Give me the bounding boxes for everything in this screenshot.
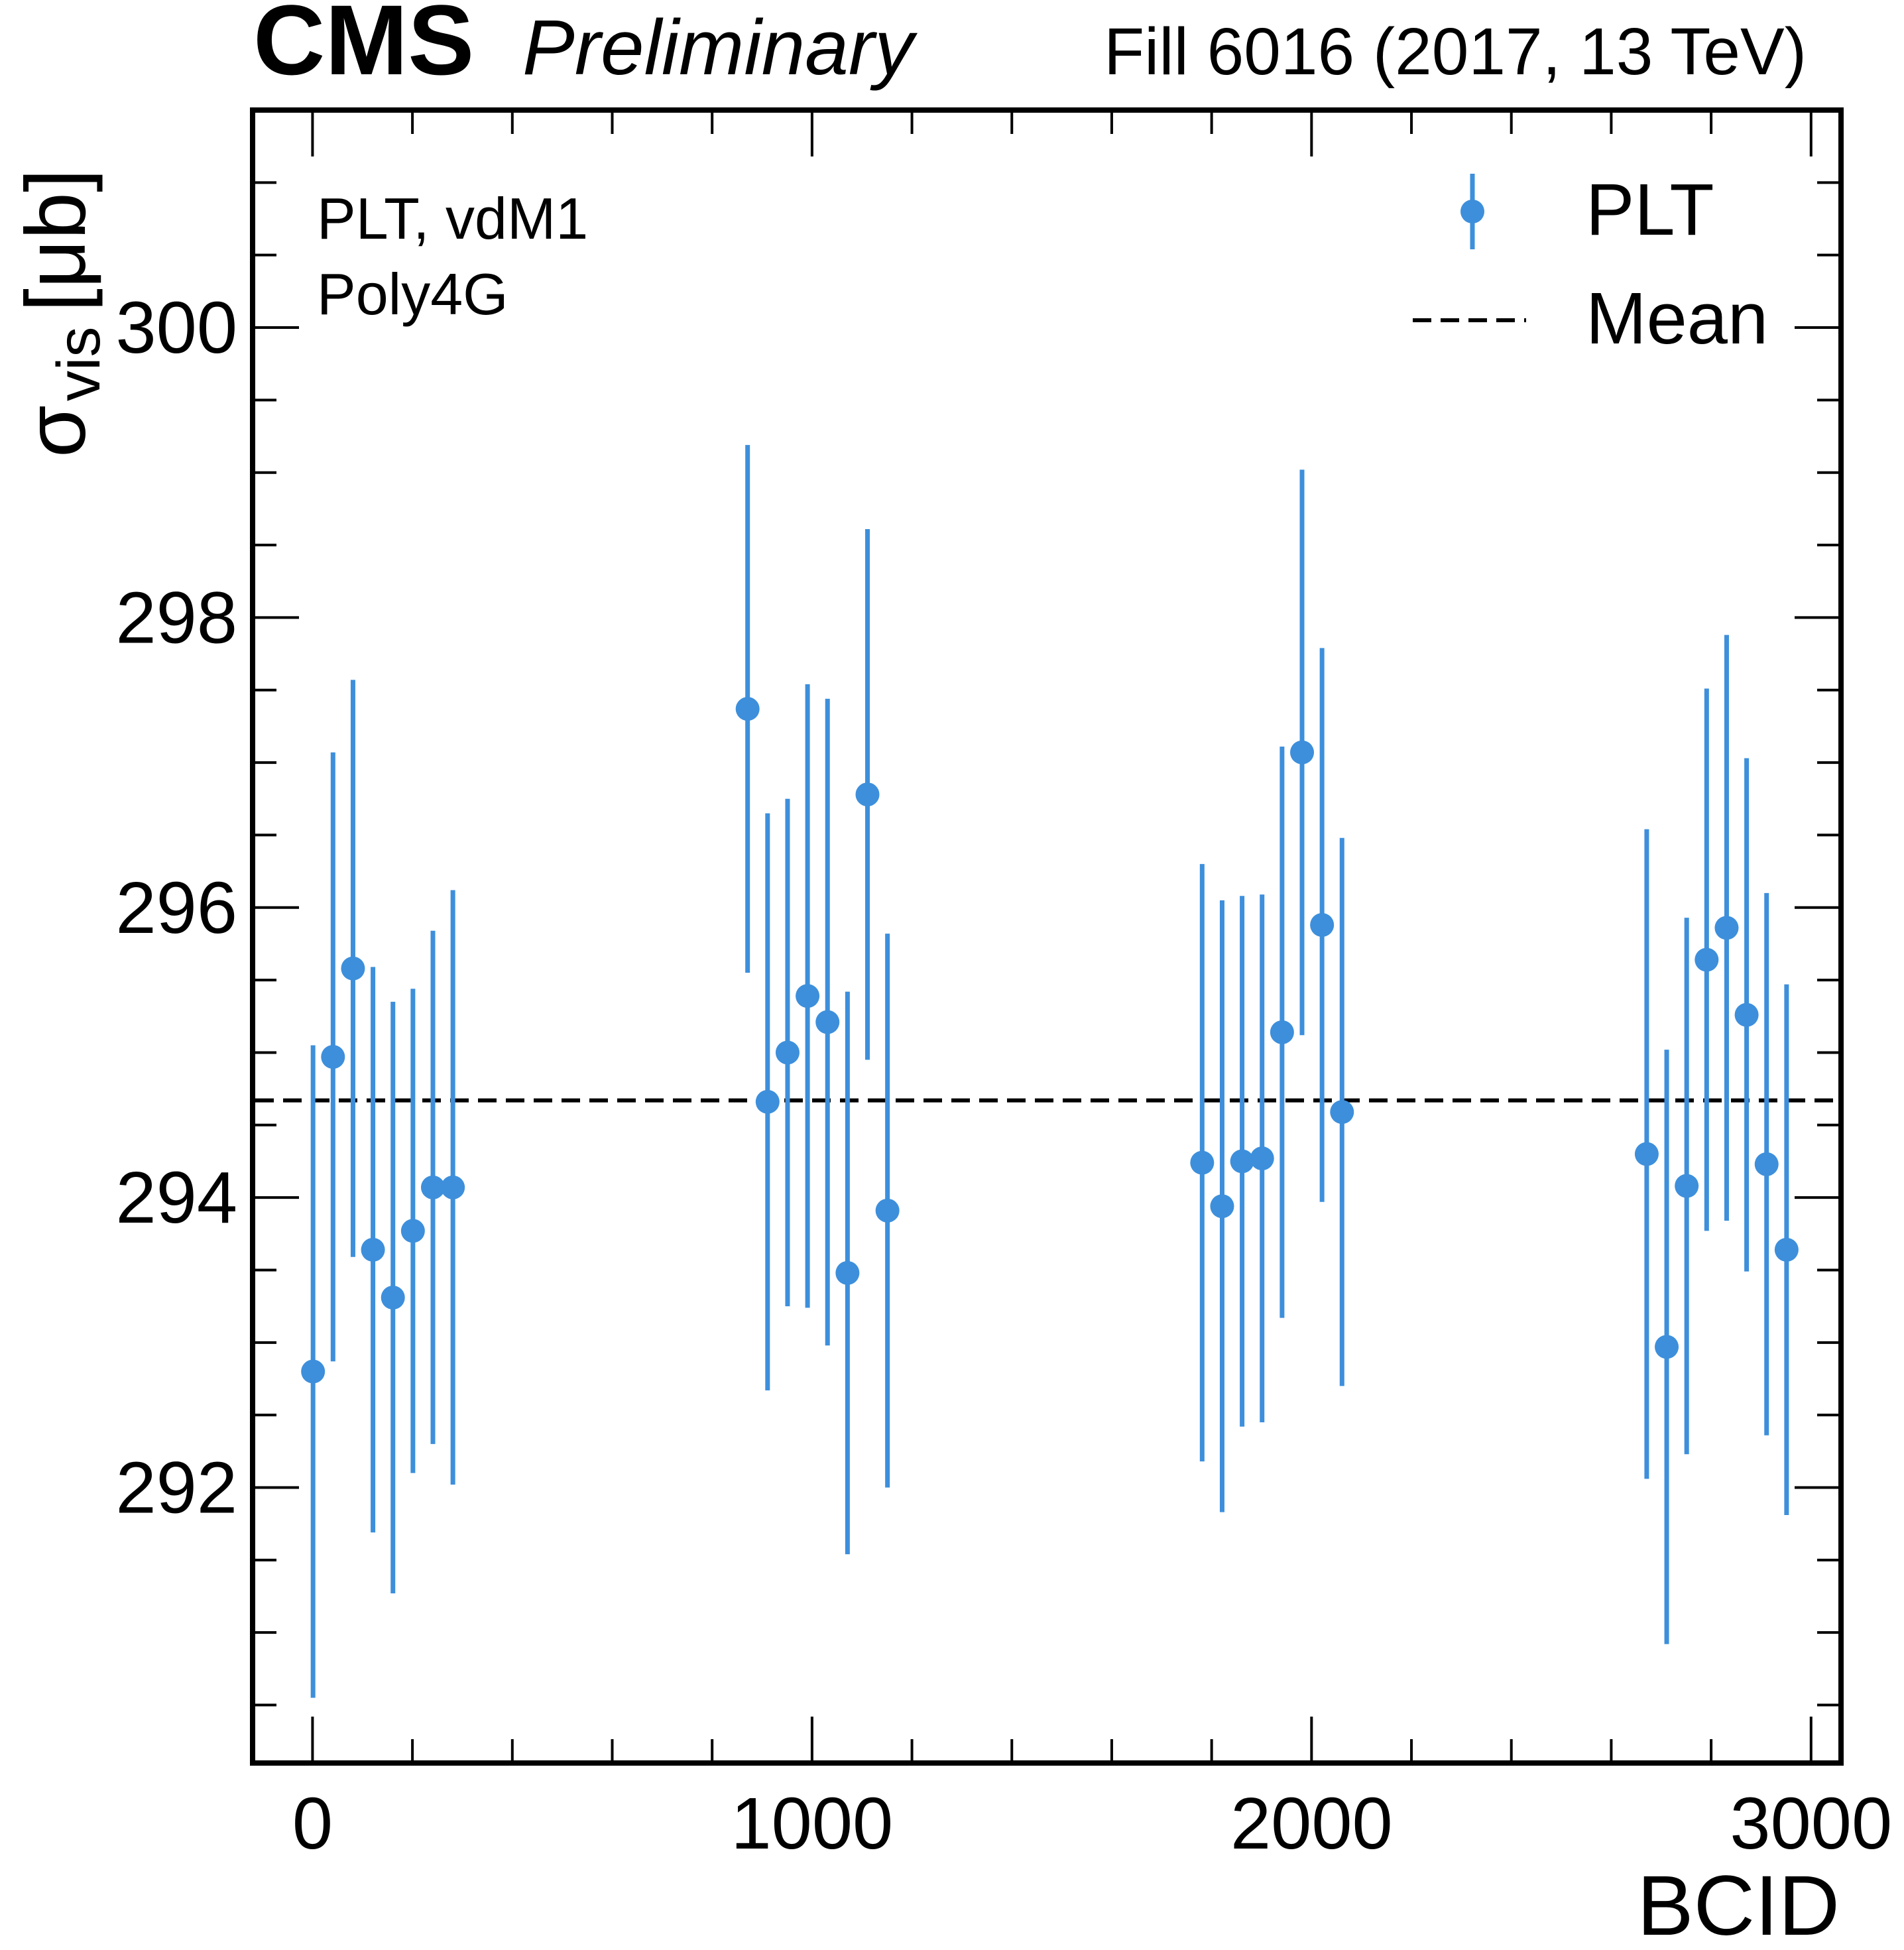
data-point <box>735 697 760 721</box>
data-point <box>1675 1174 1699 1198</box>
data-point <box>1310 913 1335 938</box>
y-tick-label: 294 <box>115 1157 237 1239</box>
data-point <box>1230 1149 1254 1174</box>
legend-plt-marker <box>1460 200 1484 223</box>
data-point <box>1210 1194 1234 1219</box>
y-tick-label: 300 <box>115 287 237 369</box>
data-point <box>775 1040 800 1065</box>
annotation-line-2: Poly4G <box>317 261 508 327</box>
data-point <box>361 1237 385 1262</box>
data-point <box>1714 916 1739 940</box>
data-point <box>400 1219 425 1243</box>
data-point <box>835 1260 860 1285</box>
x-tick-label: 1000 <box>731 1783 894 1864</box>
experiment-label: CMS <box>253 0 474 95</box>
legend-plt-label: PLT <box>1586 169 1714 251</box>
data-point <box>1655 1335 1679 1359</box>
x-tick-label: 2000 <box>1230 1783 1393 1864</box>
data-point <box>321 1045 345 1069</box>
x-axis-title: BCID <box>1637 1859 1840 1950</box>
data-point <box>796 984 820 1008</box>
x-tick-label: 0 <box>292 1783 333 1864</box>
data-point <box>1290 740 1315 764</box>
svg-text:σvis[μb]: σvis [μb] <box>9 168 113 457</box>
y-tick-label: 296 <box>115 867 237 949</box>
data-point <box>1734 1003 1759 1027</box>
data-point <box>1190 1150 1215 1175</box>
y-axis-title-main: σ <box>9 405 103 457</box>
data-point <box>341 956 365 981</box>
data-point <box>420 1175 445 1199</box>
data-point <box>1754 1152 1779 1176</box>
annotation-line-1: PLT, vdM1 <box>317 186 588 251</box>
data-point <box>381 1286 405 1310</box>
status-label: Preliminary <box>522 4 918 91</box>
data-point <box>755 1089 780 1114</box>
x-tick-label: 3000 <box>1730 1783 1892 1864</box>
data-point <box>1330 1100 1354 1125</box>
data-point <box>1270 1020 1294 1044</box>
data-point <box>441 1175 465 1199</box>
data-point <box>1250 1146 1274 1171</box>
y-tick-label: 298 <box>115 577 237 658</box>
y-tick-labels: 292 294 296 298 300 <box>115 287 237 1528</box>
legend-mean-label: Mean <box>1586 278 1768 359</box>
y-axis-title-unit: [μb] <box>9 168 103 312</box>
data-point <box>1695 947 1719 972</box>
data-point <box>855 782 880 807</box>
data-point <box>1774 1237 1799 1262</box>
data-point <box>815 1010 840 1034</box>
legend: PLT Mean <box>1413 169 1768 359</box>
data-point <box>875 1198 900 1223</box>
run-info-label: Fill 6016 (2017, 13 TeV) <box>1104 15 1807 89</box>
y-axis-title-sub: vis <box>45 327 113 401</box>
y-axis-title: σvis [μb] <box>9 168 113 457</box>
data-point <box>1634 1142 1659 1166</box>
y-tick-label: 292 <box>115 1447 237 1529</box>
axis-ticks <box>253 109 1841 1763</box>
data-point <box>301 1359 326 1384</box>
plot-frame <box>250 107 1844 1766</box>
series-plt <box>301 445 1799 1698</box>
x-tick-labels: 0 1000 2000 3000 <box>292 1783 1892 1864</box>
